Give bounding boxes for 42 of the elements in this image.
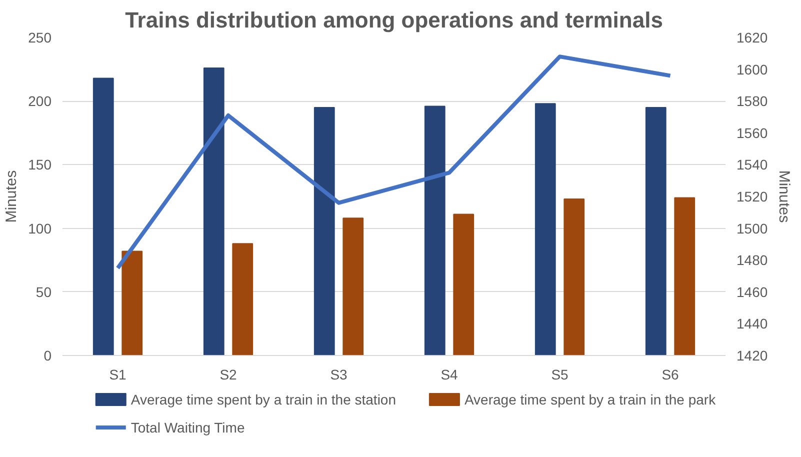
y-axis-title: Minutes (3, 170, 20, 223)
bar (453, 214, 474, 356)
line-series (116, 54, 672, 270)
y-tick-label: 250 (28, 30, 52, 46)
y2-tick-label: 1460 (736, 284, 768, 300)
y-tick-label: 50 (36, 284, 52, 300)
y2-axis-title: Minutes (776, 170, 793, 223)
y-tick-label: 0 (44, 348, 52, 364)
y-tick-label: 150 (28, 156, 52, 173)
chart-title: Trains distribution among operations and terminals (125, 8, 663, 32)
y2-tick-label: 1500 (736, 220, 768, 236)
y2-tick-label: 1560 (736, 124, 768, 141)
bar (674, 197, 696, 356)
bar (424, 106, 446, 356)
bar (342, 218, 364, 356)
y2-tick-label: 1620 (736, 30, 768, 46)
legend-label: Total Waiting Time (130, 420, 245, 436)
bar (534, 103, 556, 356)
x-tick-label: S2 (220, 366, 238, 382)
y-tick-label: 100 (28, 220, 52, 236)
y2-tick-label: 1600 (736, 61, 768, 78)
bar (92, 78, 114, 356)
bar (122, 250, 143, 356)
y2-tick-label: 1540 (736, 156, 768, 173)
y2-tick-label: 1440 (736, 316, 768, 332)
x-tick-label: S3 (330, 366, 348, 382)
x-tick-label: S6 (662, 366, 680, 382)
y2-tick-label: 1480 (736, 252, 768, 268)
x-tick-label: S1 (109, 366, 127, 382)
y2-tick-label: 1420 (736, 348, 768, 364)
bar (314, 106, 335, 356)
bar (564, 198, 585, 356)
y2-tick-label: 1520 (736, 188, 768, 204)
x-tick-label: S4 (440, 366, 458, 382)
x-tick-label: S5 (551, 366, 569, 382)
legend-label: Average time spent by a train in the station (130, 392, 396, 408)
y-tick-label: 200 (28, 93, 52, 110)
bar (232, 243, 254, 356)
bar (203, 68, 224, 356)
y2-tick-label: 1580 (736, 93, 768, 110)
legend-label: Average time spent by a train in the park (464, 392, 717, 408)
bar (645, 106, 666, 356)
